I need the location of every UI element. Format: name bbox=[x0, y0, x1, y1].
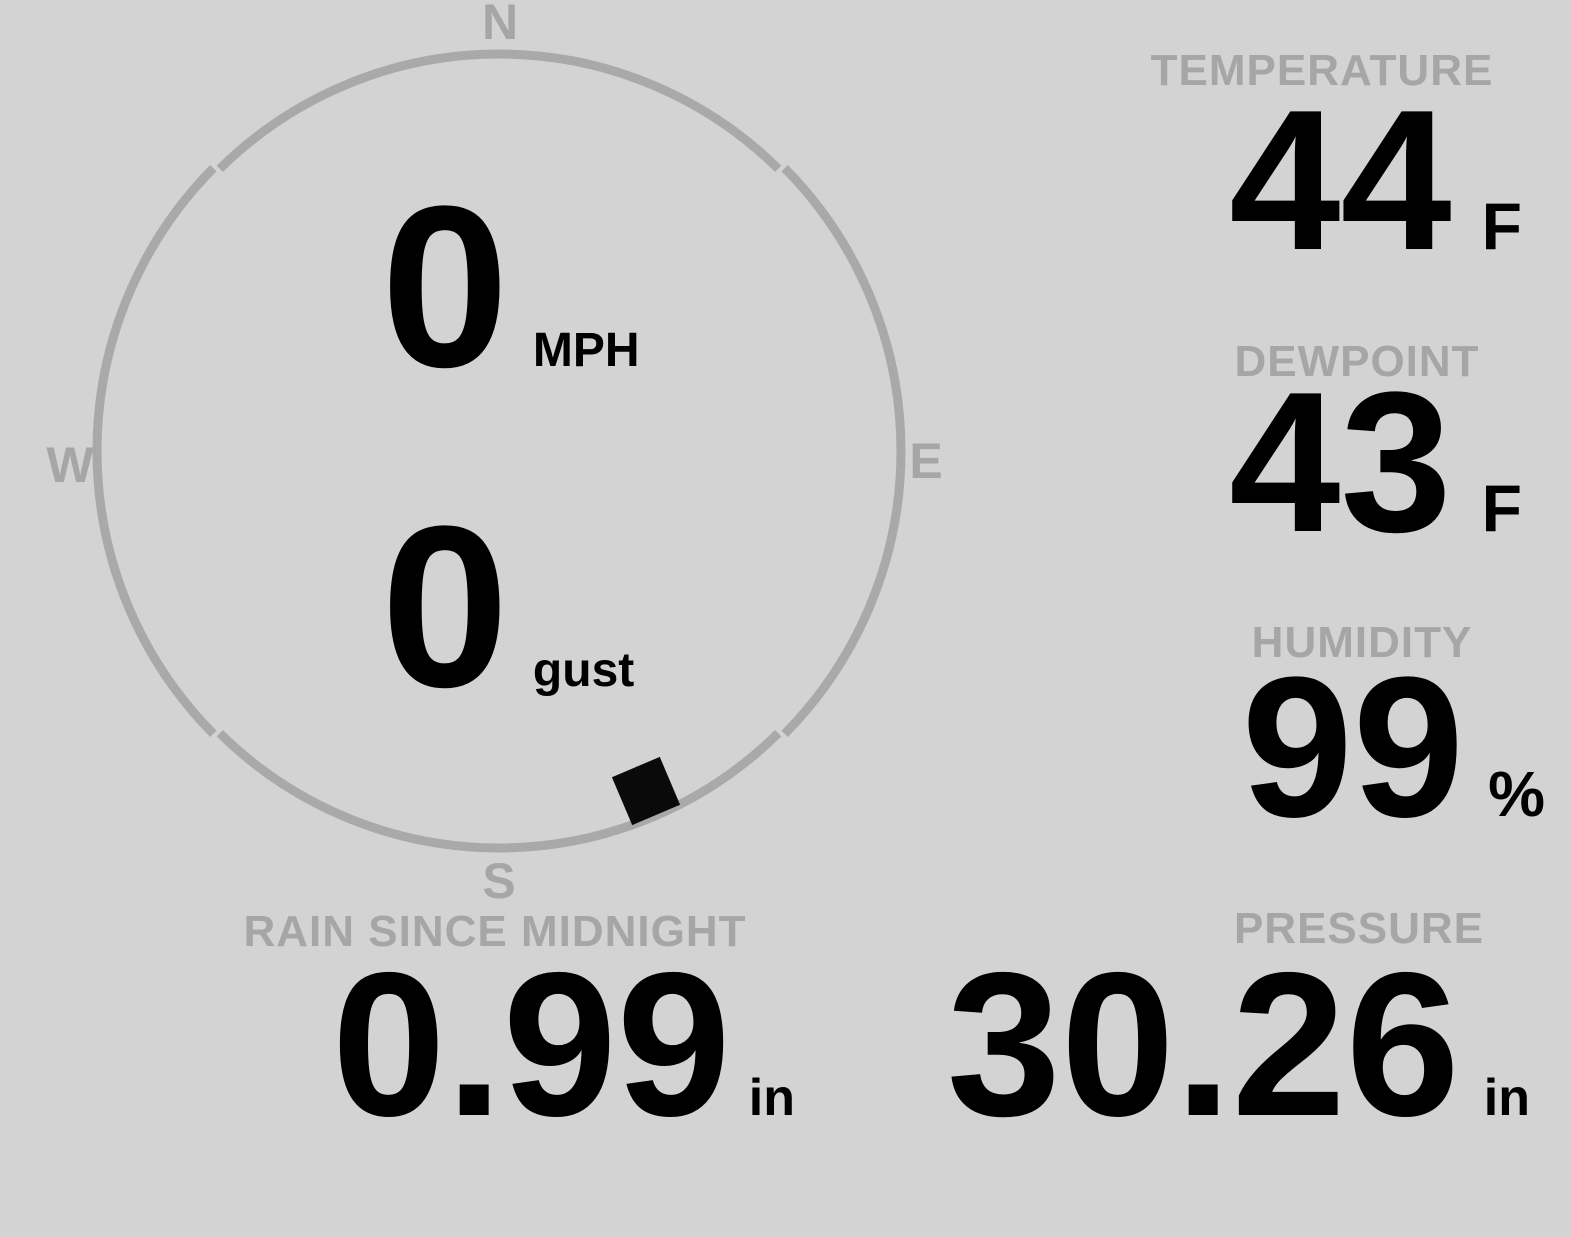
temperature-unit: F bbox=[1481, 189, 1522, 263]
dewpoint-readout: 43 F bbox=[1229, 363, 1522, 563]
temperature-label: TEMPERATURE bbox=[1150, 46, 1494, 95]
rain-since-midnight-label: RAIN SINCE MIDNIGHT bbox=[243, 907, 747, 956]
dewpoint-unit: F bbox=[1481, 471, 1522, 545]
rain-since-midnight-value: 0.99 bbox=[331, 930, 731, 1159]
compass-label-south: S bbox=[482, 853, 516, 909]
compass-label-east: E bbox=[909, 433, 943, 489]
pressure-readout: 30.26 in bbox=[947, 942, 1530, 1147]
pressure-label: PRESSURE bbox=[1233, 904, 1485, 953]
wind-speed-value: 0 bbox=[381, 158, 509, 415]
temperature-readout: 44 F bbox=[1229, 81, 1522, 281]
compass-label-west: W bbox=[46, 437, 94, 493]
dewpoint-value: 43 bbox=[1229, 351, 1452, 574]
wind-gust-readout: 0 gust bbox=[381, 492, 634, 722]
wind-speed-readout: 0 MPH bbox=[381, 172, 640, 402]
wind-direction-marker-icon bbox=[611, 756, 681, 826]
humidity-unit: % bbox=[1488, 758, 1545, 830]
humidity-label: HUMIDITY bbox=[1251, 618, 1473, 667]
dewpoint-label: DEWPOINT bbox=[1234, 337, 1480, 386]
compass-ring bbox=[92, 49, 906, 853]
wind-gust-value: 0 bbox=[381, 478, 509, 735]
wind-gust-unit: gust bbox=[532, 644, 635, 697]
humidity-value: 99 bbox=[1241, 636, 1465, 859]
temperature-value: 44 bbox=[1229, 69, 1452, 292]
pressure-unit: in bbox=[1483, 1069, 1530, 1127]
pressure-value: 30.26 bbox=[946, 930, 1460, 1159]
rain-since-midnight-readout: 0.99 in bbox=[332, 942, 795, 1147]
wind-speed-unit: MPH bbox=[532, 324, 640, 377]
compass-label-north: N bbox=[481, 0, 519, 50]
humidity-readout: 99 % bbox=[1242, 648, 1545, 848]
rain-since-midnight-unit: in bbox=[748, 1069, 795, 1127]
